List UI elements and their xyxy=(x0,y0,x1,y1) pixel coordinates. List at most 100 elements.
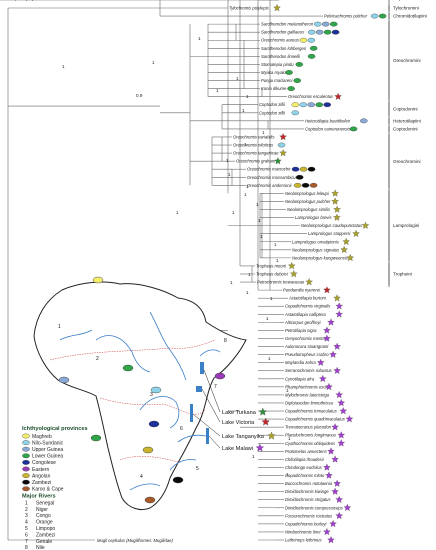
taxon-label: Dimidiochromis strigatus xyxy=(285,497,332,502)
legend-swatch xyxy=(22,466,30,472)
support-value: 1 xyxy=(266,316,269,321)
rivers-title: Major Rivers xyxy=(22,493,56,499)
africa-outline xyxy=(33,281,247,511)
map-river-number: 4 xyxy=(140,474,143,480)
taxon-label: Coptodon zillii xyxy=(259,110,286,115)
legend-river-number: 8 xyxy=(25,545,28,550)
province-marker xyxy=(323,102,332,108)
support-value: 1 xyxy=(152,60,155,65)
legend-river-name: Niger xyxy=(36,507,48,513)
taxon-label: Oreochromis niloticus xyxy=(233,143,274,148)
support-value: 1 xyxy=(286,472,289,477)
taxon-label: Fossorochromis rostratus xyxy=(285,513,333,518)
province-oval xyxy=(122,364,134,372)
star-marker xyxy=(345,415,354,423)
taxon-label: Myaka myaka xyxy=(261,70,288,75)
support-value: 1 xyxy=(262,130,265,135)
legend-river-number: 5 xyxy=(25,526,28,532)
taxon-label: Tropheus duboisi xyxy=(256,272,289,277)
province-markers xyxy=(273,4,387,544)
lake-leader xyxy=(203,369,221,413)
star-marker xyxy=(331,197,339,205)
star-marker xyxy=(290,270,298,278)
taxon-label: Dimidiochromis compressiceps xyxy=(285,505,344,510)
province-marker xyxy=(285,70,293,75)
star-marker xyxy=(346,253,355,262)
star-marker xyxy=(323,286,331,294)
star-marker xyxy=(323,334,331,342)
taxon-label: Sarotherodon linnellii xyxy=(261,54,301,59)
province-marker xyxy=(299,166,308,172)
star-marker xyxy=(325,382,333,391)
lake-malawi xyxy=(206,428,209,444)
province-oval xyxy=(58,376,70,384)
taxon-label: Petrochromis trewavasae xyxy=(257,280,305,285)
taxon-label: Buccochromis nototaenia xyxy=(285,481,333,486)
taxon-label: Serranochromis robustus xyxy=(285,368,333,373)
lake-turkana xyxy=(200,362,204,374)
taxon-label: Oreochromis esculentus xyxy=(288,94,334,99)
legend-province-label: Congolese xyxy=(32,460,56,466)
taxon-label: Heterotilapia buettikoferi xyxy=(305,118,351,123)
tribe-label: Haplochromini xyxy=(393,0,422,1)
taxon-label: Pseudotropheus crabro xyxy=(285,352,329,357)
star-marker xyxy=(333,205,341,213)
province-marker xyxy=(360,118,368,124)
province-marker xyxy=(349,126,358,132)
star-marker xyxy=(333,366,341,374)
taxon-label: Rhamphochromis esox xyxy=(285,384,329,389)
lake-tanganyika xyxy=(190,404,193,422)
star-marker xyxy=(333,294,341,302)
province-marker xyxy=(293,78,302,83)
star-marker xyxy=(352,229,360,237)
map-river-number: 6 xyxy=(180,426,183,432)
taxon-label: Neolamprologus signatus xyxy=(292,247,340,252)
taxon-label: Copadichromis borleyi xyxy=(285,521,327,526)
support-value: 1 xyxy=(176,210,179,215)
legend-province-label: Karoo & Cape xyxy=(32,487,64,493)
legend-swatch xyxy=(22,479,30,485)
tribe-label: Oreochromini xyxy=(393,58,421,63)
star-marker xyxy=(333,213,341,221)
star-marker xyxy=(305,278,313,286)
tribe-label: Coptodonini xyxy=(393,127,418,132)
taxon-label: Diplotaxodon limnothrissa xyxy=(285,400,334,405)
star-marker xyxy=(316,358,325,366)
support-value: 1 xyxy=(260,234,263,239)
support-value: 1 xyxy=(242,108,245,113)
province-oval xyxy=(92,276,104,284)
star-marker xyxy=(273,4,281,12)
star-marker xyxy=(329,519,337,528)
support-value: 1 xyxy=(244,192,247,197)
taxon-label: Lamprologus stappersi xyxy=(308,231,351,236)
support-value: 1 xyxy=(248,272,251,277)
tribe-label: Tylochromini xyxy=(393,6,419,11)
taxon-label: Coptodon zillii xyxy=(259,102,286,107)
support-value: 1 xyxy=(246,94,249,99)
support-value: 1 xyxy=(232,210,235,215)
support-value: 1 xyxy=(276,258,279,263)
taxon-label: Lethrinops lethrinus xyxy=(285,538,322,543)
map-river-number: 1 xyxy=(58,324,61,330)
province-marker xyxy=(315,102,324,108)
province-oval xyxy=(214,372,226,380)
taxon-label: Neolamprologus similis xyxy=(287,207,331,212)
star-marker xyxy=(343,503,352,511)
province-oval xyxy=(172,476,184,484)
taxon-label: Dimidiochromis kiwinge xyxy=(285,489,329,494)
taxon-label: Petrotilapia nigra xyxy=(285,328,317,333)
province-marker xyxy=(309,182,318,188)
star-marker xyxy=(331,189,339,197)
province-boundary xyxy=(49,339,216,361)
legend-province-label: Upper Guinea xyxy=(32,447,63,453)
lake-label: Lake Victoria xyxy=(222,420,255,426)
taxon-label: Pundamilia nyererei xyxy=(283,288,321,293)
star-marker xyxy=(327,318,335,326)
province-oval xyxy=(90,434,102,442)
taxon-label: Copadichromis mloto xyxy=(285,473,325,478)
support-value: 1 xyxy=(228,172,231,177)
support-value: 0.9 xyxy=(136,93,143,98)
legend-river-number: 4 xyxy=(25,520,28,526)
taxon-label: Stomatepia pindu xyxy=(261,62,294,67)
